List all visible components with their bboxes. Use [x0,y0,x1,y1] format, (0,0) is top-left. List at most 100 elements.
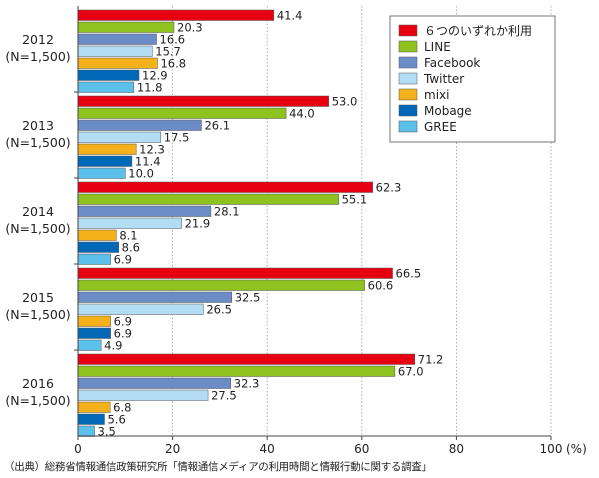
x-axis: 0 20 40 60 80 100 (%) [74,6,587,456]
data-label: 67.0 [398,365,424,379]
x-tick-label: 40 [260,442,275,456]
data-label: 60.6 [368,279,394,293]
bar-Facebook-2012 [77,33,157,45]
legend-label: ６つのいずれか利用 [424,24,532,38]
source-note: （出典）総務省情報通信政策研究所「情報通信メディアの利用時間と情報行動に関する調… [4,461,432,473]
data-label: 62.3 [376,181,402,195]
data-label: 44.0 [289,107,315,121]
x-tick-label: 0 [74,442,82,456]
data-label: 53.0 [332,95,358,109]
data-label: 5.6 [107,413,125,427]
data-label: 11.4 [135,155,161,169]
bar-Facebook-2016 [77,377,232,389]
bar-Mobage-2012 [77,69,140,81]
legend-swatch [398,24,418,37]
category-label-n: (N=1,500) [5,49,70,64]
category-label-year: 2013 [22,118,54,133]
legend-swatch [398,104,418,117]
data-label: 41.4 [277,9,303,23]
data-label: 6.9 [114,327,132,341]
data-label: 55.1 [342,193,368,207]
legend-label: mixi [424,88,449,102]
bar-６つのいずれか利用-2015 [77,267,393,279]
bar-mixi-2015 [77,315,111,327]
legend-swatch [398,56,418,69]
bar-GREE-2016 [77,425,95,437]
legend-label: Twitter [423,72,464,86]
data-label: 12.9 [142,69,168,83]
legend-swatch [398,40,418,53]
bar-Twitter-2012 [77,45,153,57]
data-label: 15.7 [155,45,181,59]
category-label-year: 2012 [22,32,54,47]
data-label: 6.9 [114,315,132,329]
bar-Twitter-2013 [77,131,162,143]
category-label-year: 2015 [22,290,54,305]
bar-LINE-2012 [77,21,175,33]
x-tick-label: 20 [165,442,180,456]
legend-swatch [398,120,418,133]
x-tick-label: 100 [540,442,563,456]
data-label: 16.6 [160,33,186,47]
bars: 41.4 53.0 62.3 66.5 71.2 20.3 44.0 55.1 60.6 67.0… [77,9,444,439]
bar-Facebook-2015 [77,291,232,303]
data-label: 17.5 [164,131,190,145]
bar-６つのいずれか利用-2016 [77,353,416,365]
bar-GREE-2012 [77,81,135,93]
data-label: 28.1 [214,205,240,219]
data-label: 11.8 [137,81,163,95]
data-label: 71.2 [418,353,444,367]
category-groups: 2012 (N=1,500) 2013 (N=1,500) 2014 (N=1,500) 2… [5,32,70,408]
legend-swatch [398,72,418,85]
data-label: 6.9 [114,253,132,267]
data-label: 4.9 [104,339,122,353]
legend: ６つのいずれか利用 LINE Facebook Twitter mixi Mobage GR… [389,15,556,143]
data-label: 10.0 [128,167,154,181]
bar-Facebook-2013 [77,119,202,131]
bar-mixi-2014 [77,229,117,241]
category-label-n: (N=1,500) [5,307,70,322]
category-label-year: 2014 [22,204,54,219]
legend-box [389,15,556,143]
bar-mixi-2013 [77,143,137,155]
data-label: 3.5 [98,425,116,439]
bar-Mobage-2014 [77,241,119,253]
data-label: 12.3 [139,143,165,157]
bar-Facebook-2014 [77,205,212,217]
legend-swatch [398,88,418,101]
data-label: 26.5 [206,303,232,317]
bar-LINE-2014 [77,193,339,205]
data-label: 32.3 [234,377,260,391]
legend-label: LINE [424,40,451,54]
data-label: 16.8 [160,57,186,71]
bar-６つのいずれか利用-2013 [77,95,329,107]
data-label: 8.6 [122,241,140,255]
category-label-year: 2016 [22,376,54,391]
category-label-n: (N=1,500) [5,393,70,408]
data-label: 8.1 [119,229,137,243]
bar-６つのいずれか利用-2014 [77,181,373,193]
x-unit-label: (%) [566,442,587,456]
bar-GREE-2015 [77,339,102,351]
bar-mixi-2016 [77,401,111,413]
data-label: 26.1 [204,119,230,133]
bar-mixi-2012 [77,57,158,69]
category-label-n: (N=1,500) [5,135,70,150]
bar-Twitter-2015 [77,303,204,315]
x-tick-label: 60 [354,442,369,456]
x-tick-label: 80 [449,442,464,456]
bar-Twitter-2016 [77,389,209,401]
bar-Mobage-2015 [77,327,111,339]
bar-GREE-2014 [77,253,111,265]
bar-LINE-2015 [77,279,365,291]
bar-LINE-2013 [77,107,287,119]
legend-label: GREE [424,120,457,134]
data-label: 27.5 [211,389,237,403]
bar-GREE-2013 [77,167,126,179]
data-label: 6.8 [113,401,131,415]
data-label: 32.5 [235,291,261,305]
legend-label: Facebook [424,56,480,70]
bar-LINE-2016 [77,365,396,377]
bar-Mobage-2016 [77,413,105,425]
